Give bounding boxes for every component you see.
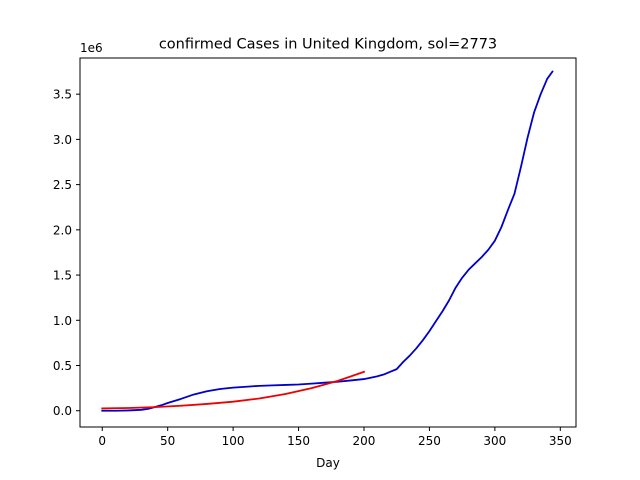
series-layer xyxy=(101,70,554,412)
x-axis-label: Day xyxy=(316,456,340,470)
x-tick-label: 50 xyxy=(160,434,175,448)
series-line-1 xyxy=(101,370,366,410)
y-tick-label: 3.0 xyxy=(53,133,72,147)
x-tick-label: 150 xyxy=(287,434,310,448)
y-tick-label: 1.5 xyxy=(53,269,72,283)
y-tick-label: 0.0 xyxy=(53,404,72,418)
x-tick-label: 100 xyxy=(222,434,245,448)
x-axis: 0 50 100 150 200 250 300 350 xyxy=(98,427,572,448)
x-tick-label: 350 xyxy=(549,434,572,448)
x-tick-label: 300 xyxy=(483,434,506,448)
series-line-0 xyxy=(101,70,554,412)
x-tick-label: 250 xyxy=(418,434,441,448)
y-tick-label: 3.5 xyxy=(53,88,72,102)
y-offset-label: 1e6 xyxy=(80,41,103,55)
plot-frame xyxy=(79,57,577,428)
y-tick-label: 2.0 xyxy=(53,223,72,237)
x-tick-label: 0 xyxy=(98,434,106,448)
y-tick-label: 0.5 xyxy=(53,359,72,373)
y-tick-label: 2.5 xyxy=(53,178,72,192)
y-tick-label: 1.0 xyxy=(53,314,72,328)
y-axis: 0.0 0.5 1.0 1.5 2.0 2.5 3.0 3.5 xyxy=(53,88,80,418)
chart-title: confirmed Cases in United Kingdom, sol=2… xyxy=(159,37,497,53)
x-tick-label: 200 xyxy=(353,434,376,448)
